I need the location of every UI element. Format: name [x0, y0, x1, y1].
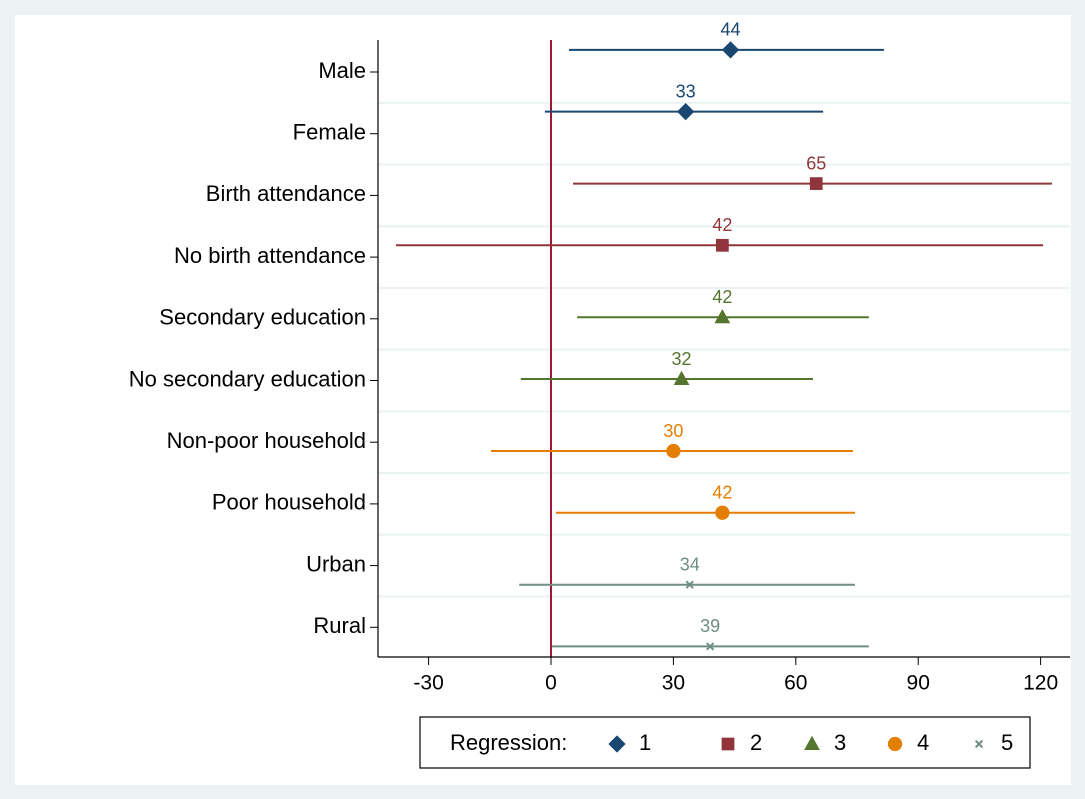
y-tick-label: No secondary education	[129, 366, 366, 391]
legend-label: 5	[1001, 730, 1013, 755]
graph-region	[15, 15, 1071, 785]
marker-circle	[666, 443, 681, 459]
y-tick-label: Secondary education	[159, 305, 366, 330]
x-tick-label: 30	[662, 672, 685, 695]
y-tick-label: Birth attendance	[206, 181, 366, 206]
marker-circle	[887, 736, 903, 752]
value-label: 30	[663, 421, 683, 441]
x-tick-label: -30	[413, 672, 443, 695]
marker-x	[685, 580, 694, 589]
value-label: 42	[712, 215, 732, 235]
y-tick-label: No birth attendance	[174, 243, 366, 268]
marker-triangle	[804, 735, 820, 750]
legend-label: 3	[834, 730, 846, 755]
marker-square	[809, 177, 823, 190]
value-label: 65	[806, 153, 826, 173]
value-label: 34	[680, 554, 700, 574]
marker-triangle	[714, 309, 731, 324]
plot: 44 33 65 42 42 32 30 42 34 39	[395, 20, 1053, 657]
y-tick-label: Male	[318, 58, 366, 83]
y-tick-label: Female	[293, 120, 366, 145]
marker-circle	[715, 505, 730, 520]
marker-diamond	[608, 735, 626, 753]
y-tick-label: Poor household	[212, 490, 366, 515]
legend-label: 2	[750, 730, 762, 755]
legend-title: Regression:	[450, 730, 567, 755]
marker-diamond	[677, 102, 695, 121]
value-label: 44	[721, 20, 741, 40]
y-tick-label: Urban	[306, 551, 366, 576]
marker-diamond	[721, 41, 740, 59]
grid	[378, 101, 1070, 598]
legend-label: 4	[917, 730, 929, 755]
marker-x	[974, 739, 984, 749]
value-label: 39	[700, 616, 720, 636]
y-tick-label: Non-poor household	[167, 428, 366, 453]
marker-square	[721, 737, 735, 751]
legend-label: 1	[639, 730, 651, 755]
value-label: 42	[712, 482, 732, 502]
y-tick-label: Rural	[313, 613, 366, 638]
value-label: 42	[712, 287, 732, 307]
marker-x	[706, 642, 715, 651]
x-tick-label: 120	[1023, 672, 1058, 695]
x-tick-label: 0	[545, 672, 557, 695]
marker-triangle	[673, 370, 690, 385]
x-tick-label: 90	[907, 672, 930, 695]
value-label: 33	[676, 81, 696, 101]
x-tick-label: 60	[784, 672, 807, 695]
value-label: 32	[672, 349, 692, 369]
marker-square	[715, 238, 729, 252]
